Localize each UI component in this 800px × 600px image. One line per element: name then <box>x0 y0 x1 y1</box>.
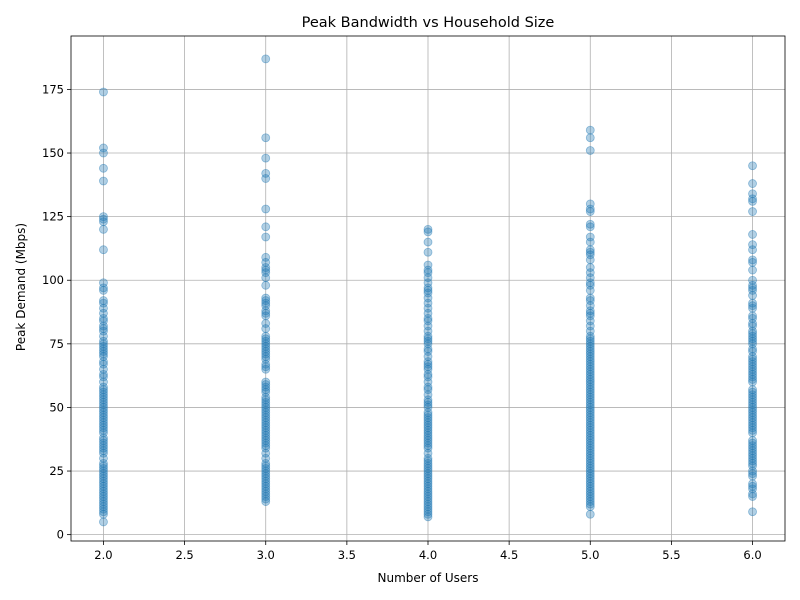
data-point <box>749 180 757 188</box>
data-point <box>749 291 757 299</box>
data-point <box>99 510 107 518</box>
data-point <box>586 208 594 216</box>
x-tick-label: 4.5 <box>500 548 518 562</box>
x-tick-label: 5.5 <box>662 548 680 562</box>
x-axis-label: Number of Users <box>377 571 478 585</box>
data-point <box>749 472 757 480</box>
data-point <box>586 286 594 294</box>
data-point <box>262 223 270 231</box>
data-point <box>749 197 757 205</box>
data-point <box>262 233 270 241</box>
y-tick-label: 125 <box>42 210 64 224</box>
data-point <box>749 508 757 516</box>
data-point <box>99 246 107 254</box>
x-tick-label: 6.0 <box>743 548 761 562</box>
y-tick-label: 100 <box>42 273 64 287</box>
y-axis-label: Peak Demand (Mbps) <box>14 223 28 351</box>
data-point <box>99 88 107 96</box>
data-point <box>586 223 594 231</box>
y-tick-label: 50 <box>49 400 64 414</box>
data-point <box>749 266 757 274</box>
x-tick-label: 5.0 <box>581 548 599 562</box>
data-point <box>262 174 270 182</box>
data-point <box>262 498 270 506</box>
y-tick-label: 150 <box>42 146 64 160</box>
data-point <box>262 154 270 162</box>
data-point <box>749 378 757 386</box>
data-point <box>749 429 757 437</box>
data-point <box>99 225 107 233</box>
data-point <box>586 503 594 511</box>
y-tick-label: 0 <box>57 528 64 542</box>
data-point <box>262 325 270 333</box>
data-point <box>424 513 432 521</box>
data-point <box>586 134 594 142</box>
data-point <box>424 228 432 236</box>
x-tick-label: 3.0 <box>257 548 275 562</box>
data-point <box>424 248 432 256</box>
y-tick-label: 25 <box>49 464 64 478</box>
data-point <box>424 238 432 246</box>
data-point <box>586 146 594 154</box>
data-point <box>99 286 107 294</box>
data-point <box>262 274 270 282</box>
data-point <box>586 256 594 264</box>
data-point <box>749 246 757 254</box>
data-point <box>262 281 270 289</box>
data-point <box>99 218 107 226</box>
chart-title: Peak Bandwidth vs Household Size <box>302 15 555 31</box>
data-point <box>99 518 107 526</box>
data-point <box>99 164 107 172</box>
data-point <box>99 177 107 185</box>
y-tick-label: 175 <box>42 82 64 96</box>
data-point <box>749 208 757 216</box>
x-tick-label: 2.0 <box>94 548 112 562</box>
data-point <box>749 162 757 170</box>
data-point <box>262 134 270 142</box>
data-point <box>262 365 270 373</box>
data-point <box>99 149 107 157</box>
data-point <box>749 492 757 500</box>
data-point <box>749 304 757 312</box>
data-point <box>262 312 270 320</box>
data-point <box>749 258 757 266</box>
x-tick-label: 4.0 <box>419 548 437 562</box>
data-point <box>262 205 270 213</box>
data-point <box>262 55 270 63</box>
data-point <box>586 126 594 134</box>
y-tick-label: 75 <box>49 337 64 351</box>
x-tick-label: 3.5 <box>338 548 356 562</box>
data-point <box>586 510 594 518</box>
data-point <box>586 238 594 246</box>
data-point <box>749 230 757 238</box>
x-tick-label: 2.5 <box>175 548 193 562</box>
